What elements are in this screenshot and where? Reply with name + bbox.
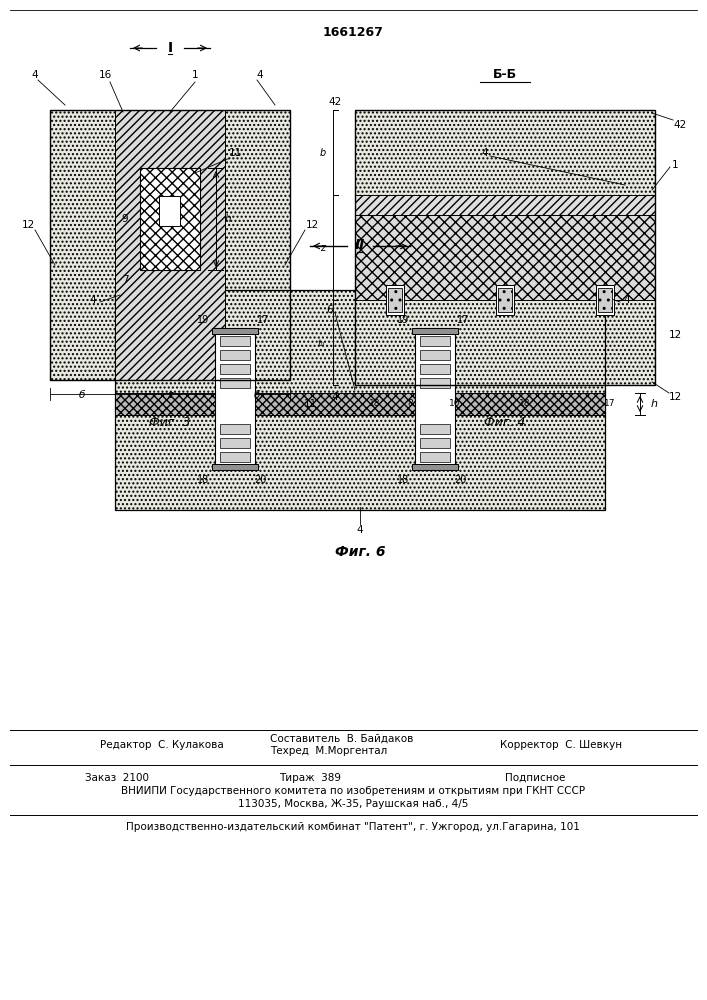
Bar <box>159 196 180 226</box>
Text: 4: 4 <box>32 70 38 80</box>
Bar <box>388 288 402 312</box>
Text: 7: 7 <box>122 275 128 285</box>
Text: 12: 12 <box>668 330 682 340</box>
Bar <box>420 378 450 388</box>
Text: 42: 42 <box>673 120 686 130</box>
Bar <box>355 300 655 385</box>
Text: 12: 12 <box>305 220 319 230</box>
Bar <box>420 364 450 374</box>
Bar <box>355 110 655 195</box>
Bar <box>215 328 255 470</box>
Text: II: II <box>355 238 365 252</box>
Bar <box>496 285 514 315</box>
Bar <box>355 215 655 300</box>
Bar <box>115 110 225 380</box>
Text: 12: 12 <box>21 220 35 230</box>
Text: 18: 18 <box>519 398 531 408</box>
Text: Техред  М.Моргентал: Техред М.Моргентал <box>270 746 387 756</box>
Text: 20: 20 <box>454 475 466 485</box>
Text: z: z <box>320 243 325 253</box>
Text: 18: 18 <box>397 475 409 485</box>
Bar <box>225 110 290 380</box>
Bar <box>220 378 250 388</box>
Text: 4: 4 <box>624 295 631 305</box>
Text: 4: 4 <box>357 525 363 535</box>
Text: h: h <box>225 214 231 224</box>
Bar <box>412 328 458 334</box>
Text: t₀: t₀ <box>317 338 325 348</box>
Bar <box>115 290 605 510</box>
Bar <box>498 288 512 312</box>
Text: 11: 11 <box>228 148 242 158</box>
Text: 42: 42 <box>328 97 341 107</box>
Bar <box>115 110 225 380</box>
Text: б: б <box>78 390 85 400</box>
Text: 4: 4 <box>481 148 489 158</box>
Bar <box>212 328 258 334</box>
Text: ВНИИПИ Государственного комитета по изобретениям и открытиям при ГКНТ СССР: ВНИИПИ Государственного комитета по изоб… <box>121 786 585 796</box>
Bar <box>355 195 655 215</box>
Bar <box>412 464 458 470</box>
Text: 9: 9 <box>122 214 128 224</box>
Text: Фиг. 6: Фиг. 6 <box>334 545 385 559</box>
Text: Заказ  2100: Заказ 2100 <box>85 773 149 783</box>
Text: 12: 12 <box>668 392 682 402</box>
Bar <box>140 168 200 270</box>
Bar <box>220 438 250 448</box>
Text: 17: 17 <box>457 315 469 325</box>
Text: 1661267: 1661267 <box>322 25 383 38</box>
Bar <box>598 288 612 312</box>
Bar <box>220 424 250 434</box>
Text: 6: 6 <box>327 305 333 315</box>
Bar <box>115 393 605 415</box>
Text: Фиг. 4: Фиг. 4 <box>484 416 526 430</box>
Text: Б-Б: Б-Б <box>493 68 517 82</box>
Text: Редактор  С. Кулакова: Редактор С. Кулакова <box>100 740 223 750</box>
Bar <box>386 285 404 315</box>
Text: Тираж  389: Тираж 389 <box>279 773 341 783</box>
Text: 1: 1 <box>672 160 678 170</box>
Bar <box>420 350 450 360</box>
Bar <box>212 464 258 470</box>
Text: b: b <box>320 148 326 158</box>
Text: h: h <box>650 399 658 409</box>
Text: 4: 4 <box>332 392 339 402</box>
Text: 18: 18 <box>197 475 209 485</box>
Text: б: б <box>254 390 260 400</box>
Text: z: z <box>168 390 173 400</box>
Bar <box>355 110 655 385</box>
Text: Корректор  С. Шевкун: Корректор С. Шевкун <box>500 740 622 750</box>
Text: 11: 11 <box>303 399 317 409</box>
Text: 4: 4 <box>257 70 263 80</box>
Text: I: I <box>168 41 173 55</box>
Text: Составитель  В. Байдаков: Составитель В. Байдаков <box>270 734 414 744</box>
Bar <box>220 452 250 462</box>
Bar <box>420 336 450 346</box>
Bar <box>220 350 250 360</box>
Bar <box>50 110 290 380</box>
Text: 17: 17 <box>257 315 269 325</box>
Bar <box>415 328 455 470</box>
Text: Производственно-издательский комбинат "Патент", г. Ужгород, ул.Гагарина, 101: Производственно-издательский комбинат "П… <box>126 822 580 832</box>
Text: 113035, Москва, Ж-35, Раушская наб., 4/5: 113035, Москва, Ж-35, Раушская наб., 4/5 <box>238 799 468 809</box>
Bar <box>420 424 450 434</box>
Text: 1: 1 <box>192 70 198 80</box>
Text: 19: 19 <box>397 315 409 325</box>
Text: 16: 16 <box>98 70 112 80</box>
Text: Фиг. 3: Фиг. 3 <box>149 416 191 428</box>
Text: 19: 19 <box>197 315 209 325</box>
Text: 10: 10 <box>449 398 461 408</box>
Text: 17: 17 <box>604 398 616 408</box>
Bar <box>596 285 614 315</box>
Text: 8: 8 <box>407 398 413 408</box>
Text: 18: 18 <box>369 398 381 408</box>
Bar <box>220 364 250 374</box>
Bar <box>220 336 250 346</box>
Text: 4: 4 <box>90 295 96 305</box>
Bar <box>420 438 450 448</box>
Bar <box>50 110 115 380</box>
Text: Подписное: Подписное <box>505 773 565 783</box>
Text: 20: 20 <box>254 475 267 485</box>
Bar <box>420 452 450 462</box>
